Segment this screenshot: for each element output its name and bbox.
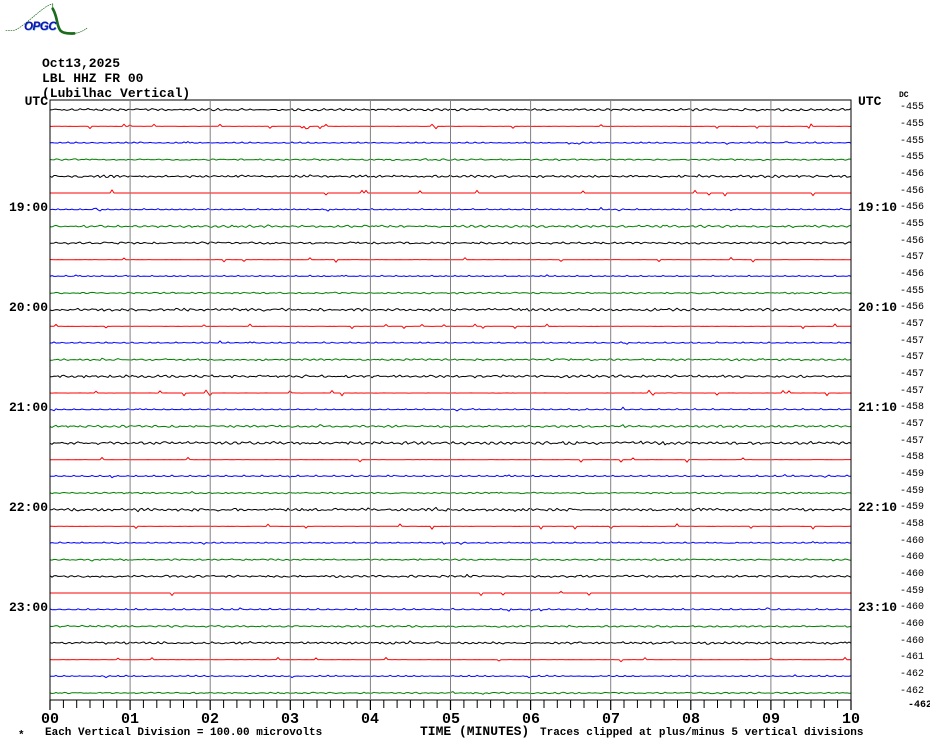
svg-text:OPGC: OPGC [24,21,57,33]
